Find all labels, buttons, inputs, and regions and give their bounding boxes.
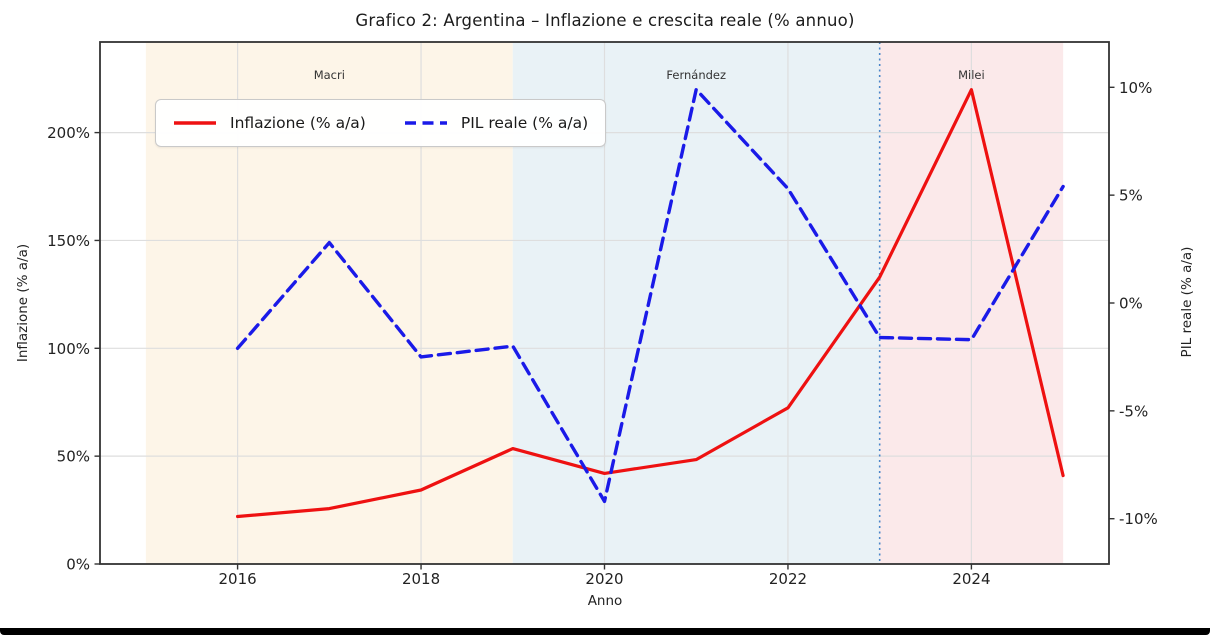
legend-item-pil: PIL reale (% a/a) — [404, 114, 588, 132]
x-tick-label: 2020 — [585, 570, 623, 588]
right-tick-label: 5% — [1119, 187, 1143, 205]
right-axis-label: PIL reale (% a/a) — [1179, 246, 1195, 358]
era-label-macri: Macri — [314, 68, 345, 82]
gdp-line — [235, 87, 1065, 504]
right-tick-label: -10% — [1119, 510, 1158, 528]
blue-dashed-line-sample — [404, 121, 447, 125]
legend-label-inflazione: Inflazione (% a/a) — [230, 114, 366, 132]
legend-label-pil: PIL reale (% a/a) — [460, 114, 589, 132]
inflation-line — [236, 88, 1065, 519]
x-axis-label: Anno — [587, 593, 623, 609]
x-tick-label: 2016 — [218, 570, 256, 588]
left-axis-label: Inflazione (% a/a) — [15, 243, 31, 363]
left-tick-label: 200% — [47, 124, 90, 142]
era-label-fernández: Fernández — [666, 68, 726, 82]
era-label-milei: Milei — [958, 68, 985, 82]
right-tick-label: -5% — [1119, 402, 1148, 420]
legend-item-inflazione: Inflazione (% a/a) — [173, 114, 366, 132]
left-tick-label: 0% — [66, 556, 90, 574]
left-tick-label: 150% — [47, 232, 90, 250]
red-line-sample — [174, 121, 216, 125]
right-tick-label: 10% — [1119, 79, 1152, 97]
chart-title: Grafico 2: Argentina – Inflazione e cres… — [355, 11, 855, 30]
x-tick-label: 2018 — [402, 570, 440, 588]
x-tick-label: 2024 — [952, 570, 990, 588]
right-tick-label: 0% — [1119, 295, 1143, 313]
x-tick-label: 2022 — [769, 570, 807, 588]
screen-edge-bar — [0, 628, 1210, 635]
left-tick-label: 100% — [47, 340, 90, 358]
left-tick-label: 50% — [57, 448, 90, 466]
legend: Inflazione (% a/a) PIL reale (% a/a) — [155, 99, 607, 147]
